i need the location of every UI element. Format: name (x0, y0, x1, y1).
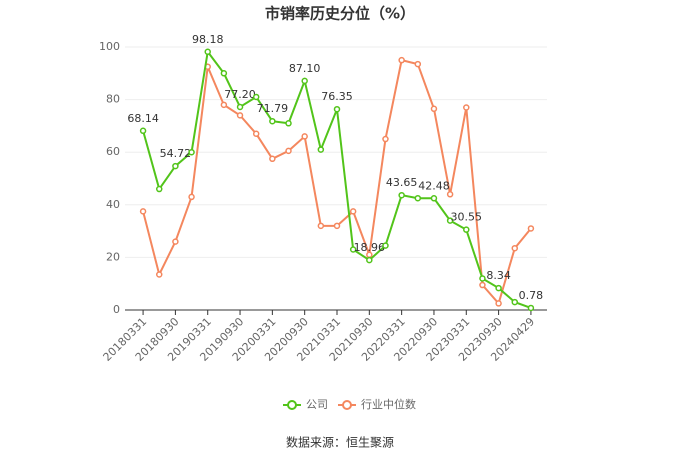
point (252, 93, 260, 101)
y-tick-label: 80 (106, 93, 120, 106)
data-label: 68.14 (127, 112, 159, 125)
data-label: 42.48 (418, 179, 450, 192)
legend-label: 行业中位数 (361, 397, 416, 411)
point (269, 155, 276, 163)
data-label: 98.18 (192, 33, 224, 46)
legend-item: 公司 (283, 398, 328, 411)
data-label: 30.55 (451, 211, 483, 224)
point (236, 112, 244, 119)
point (430, 195, 438, 202)
point (139, 127, 147, 135)
point (463, 226, 470, 233)
legend-marker (287, 400, 297, 410)
point (382, 135, 389, 143)
point (527, 225, 535, 232)
point (495, 284, 502, 292)
point (479, 281, 486, 289)
point (220, 101, 228, 109)
point (527, 304, 535, 312)
point (430, 105, 438, 113)
point (333, 222, 341, 230)
point (301, 133, 308, 140)
y-tick-label: 20 (106, 250, 120, 263)
y-tick-label: 100 (99, 40, 120, 53)
legend-item: 行业中位数 (338, 397, 416, 411)
point (511, 244, 519, 252)
y-tick-label: 40 (106, 198, 120, 211)
point (220, 70, 228, 77)
point (172, 238, 179, 245)
point (349, 246, 357, 253)
point (382, 242, 389, 249)
point (349, 208, 357, 215)
chart-title: 市销率历史分位（%） (265, 5, 415, 23)
point (495, 300, 502, 307)
legend-label: 公司 (306, 398, 328, 411)
point (204, 48, 211, 56)
point (414, 60, 422, 68)
point (511, 298, 519, 306)
point (188, 193, 195, 201)
data-label: 0.78 (519, 289, 544, 302)
data-label: 18.96 (354, 241, 386, 254)
y-tick-label: 0 (113, 303, 120, 316)
point (479, 275, 486, 282)
point (269, 117, 276, 125)
point (172, 162, 179, 170)
data-label: 54.72 (160, 147, 192, 160)
data-label: 87.10 (289, 62, 321, 75)
data-label: 43.65 (386, 176, 418, 189)
point (285, 147, 292, 155)
point (188, 148, 195, 156)
data-label: 77.20 (224, 88, 256, 101)
point (155, 185, 163, 193)
point (414, 194, 422, 202)
point (446, 191, 454, 198)
point (446, 217, 454, 224)
point (398, 191, 405, 199)
point (398, 56, 405, 64)
y-tick-label: 60 (106, 145, 120, 158)
point (236, 103, 244, 111)
point (317, 146, 325, 153)
legend-marker (342, 400, 352, 410)
point (301, 77, 308, 85)
point (155, 271, 163, 278)
point (139, 208, 147, 215)
point (285, 120, 292, 127)
data-label: 8.34 (486, 269, 511, 282)
point (252, 130, 260, 138)
point (317, 222, 325, 230)
data-label: 76.35 (321, 90, 353, 103)
source-note: 数据来源：恒生聚源 (286, 435, 394, 450)
point (463, 104, 470, 111)
data-label: 71.79 (257, 102, 289, 115)
point (366, 256, 373, 264)
point (333, 105, 341, 113)
